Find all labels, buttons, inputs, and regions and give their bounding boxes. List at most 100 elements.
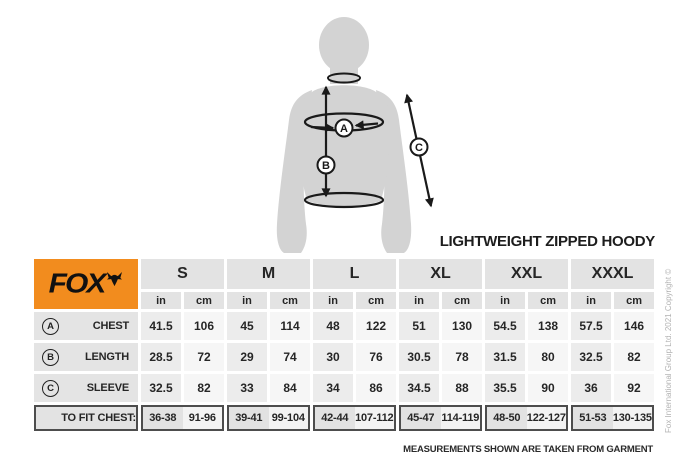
table-cell: 28.5 [141, 343, 181, 371]
row-label: SLEEVE [86, 382, 129, 394]
size-header-row: FOX S M L XL XXL XXXL [34, 259, 655, 309]
fit-chest-label: TO FIT CHEST: [34, 405, 138, 431]
table-cell: 91-96 [182, 407, 223, 429]
size-header-l: L [313, 259, 397, 289]
size-header-xxl: XXL [485, 259, 569, 289]
size-header-m: M [227, 259, 311, 289]
unit-header: cm [356, 292, 397, 309]
unit-header: in [227, 292, 268, 309]
unit-header: in [485, 292, 526, 309]
size-header-xl: XL [399, 259, 483, 289]
page-title: LIGHTWEIGHT ZIPPED HOODY [439, 233, 656, 250]
table-cell: 45-47 [401, 407, 441, 429]
copyright-text: Fox International Group Ltd. 2021 Copyri… [664, 268, 673, 433]
fit-pair-xl: 45-47 114-119 [399, 405, 483, 431]
table-cell: 88 [442, 374, 483, 402]
fit-pair-xxxl: 51-53 130-135 [571, 405, 655, 431]
size-header-xxxl: XXXL [571, 259, 655, 289]
table-row-length: B LENGTH 28.5 72 29 74 30 76 30.5 78 31.… [34, 343, 655, 371]
unit-header: cm [270, 292, 311, 309]
size-header-s: S [141, 259, 225, 289]
table-cell: 41.5 [141, 312, 181, 340]
table-cell: 99-104 [268, 407, 309, 429]
unit-header: in [313, 292, 354, 309]
table-cell: 48 [313, 312, 354, 340]
fit-pair-m: 39-41 99-104 [227, 405, 311, 431]
table-row-sleeve: C SLEEVE 32.5 82 33 84 34 86 34.5 88 35.… [34, 374, 655, 402]
row-label-cell: A CHEST [34, 312, 138, 340]
fit-pair-l: 42-44 107-112 [313, 405, 397, 431]
table-cell: 114-119 [440, 407, 481, 429]
table-cell: 35.5 [485, 374, 526, 402]
table-cell: 82 [184, 374, 225, 402]
unit-header: in [141, 292, 181, 309]
fox-head-icon [107, 271, 123, 286]
unit-header: cm [528, 292, 569, 309]
row-label: LENGTH [84, 351, 129, 363]
fit-pair-xxl: 48-50 122-127 [485, 405, 569, 431]
table-cell: 130 [442, 312, 483, 340]
table-cell: 57.5 [571, 312, 612, 340]
table-cell: 114 [270, 312, 311, 340]
table-cell: 42-44 [315, 407, 355, 429]
table-cell: 29 [227, 343, 268, 371]
measure-badge-b: B [42, 348, 59, 366]
table-cell: 86 [356, 374, 397, 402]
measure-badge-c: C [42, 379, 59, 397]
table-cell: 39-41 [229, 407, 269, 429]
table-cell: 32.5 [571, 343, 612, 371]
table-cell: 107-112 [354, 407, 395, 429]
diagram-badges: A B C [316, 118, 429, 175]
table-cell: 106 [184, 312, 225, 340]
row-label-cell: C SLEEVE [34, 374, 138, 402]
chest-arrow-right [354, 120, 379, 130]
unit-header: cm [614, 292, 655, 309]
unit-header: cm [442, 292, 483, 309]
badge-b: B [322, 160, 330, 172]
table-cell: 51-53 [573, 407, 613, 429]
table-cell: 31.5 [485, 343, 526, 371]
table-cell: 33 [227, 374, 268, 402]
measure-badge-a: A [42, 317, 59, 335]
table-row-chest: A CHEST 41.5 106 45 114 48 122 51 130 54… [34, 312, 655, 340]
table-row-to-fit-chest: TO FIT CHEST: 36-38 91-96 39-41 99-104 4… [34, 405, 655, 431]
table-cell: 48-50 [487, 407, 527, 429]
brand-logo-text: FOX [48, 268, 107, 299]
body-measurement-diagram: A B C [276, 17, 434, 253]
table-cell: 36 [571, 374, 612, 402]
table-cell: 30 [313, 343, 354, 371]
table-cell: 138 [528, 312, 569, 340]
table-cell: 84 [270, 374, 311, 402]
hem-ellipse [303, 191, 385, 209]
table-cell: 30.5 [399, 343, 440, 371]
row-label: CHEST [92, 320, 129, 332]
chest-arrow-left [310, 123, 335, 133]
row-label-cell: B LENGTH [34, 343, 138, 371]
table-cell: 45 [227, 312, 268, 340]
table-cell: 146 [614, 312, 655, 340]
unit-header: in [571, 292, 612, 309]
size-chart-table: FOX S M L XL XXL XXXL in cm in cm in cm … [31, 256, 657, 434]
badge-a: A [340, 123, 348, 135]
table-cell: 78 [442, 343, 483, 371]
measurement-note: MEASUREMENTS SHOWN ARE TAKEN FROM GARMEN… [403, 444, 653, 455]
table-cell: 32.5 [141, 374, 181, 402]
table-cell: 34.5 [399, 374, 440, 402]
table-cell: 92 [614, 374, 655, 402]
table-cell: 34 [313, 374, 354, 402]
unit-header-row: in cm in cm in cm in cm in cm in cm [34, 292, 655, 309]
table-cell: 51 [399, 312, 440, 340]
table-cell: 122 [356, 312, 397, 340]
table-cell: 80 [528, 343, 569, 371]
fit-pair-s: 36-38 91-96 [141, 405, 225, 431]
table-cell: 74 [270, 343, 311, 371]
unit-header: cm [184, 292, 225, 309]
table-cell: 130-135 [612, 407, 653, 429]
badge-c: C [415, 142, 423, 154]
table-cell: 76 [356, 343, 397, 371]
brand-logo: FOX [34, 259, 138, 309]
table-cell: 36-38 [143, 407, 183, 429]
table-cell: 90 [528, 374, 569, 402]
neck-ellipse [327, 72, 361, 84]
